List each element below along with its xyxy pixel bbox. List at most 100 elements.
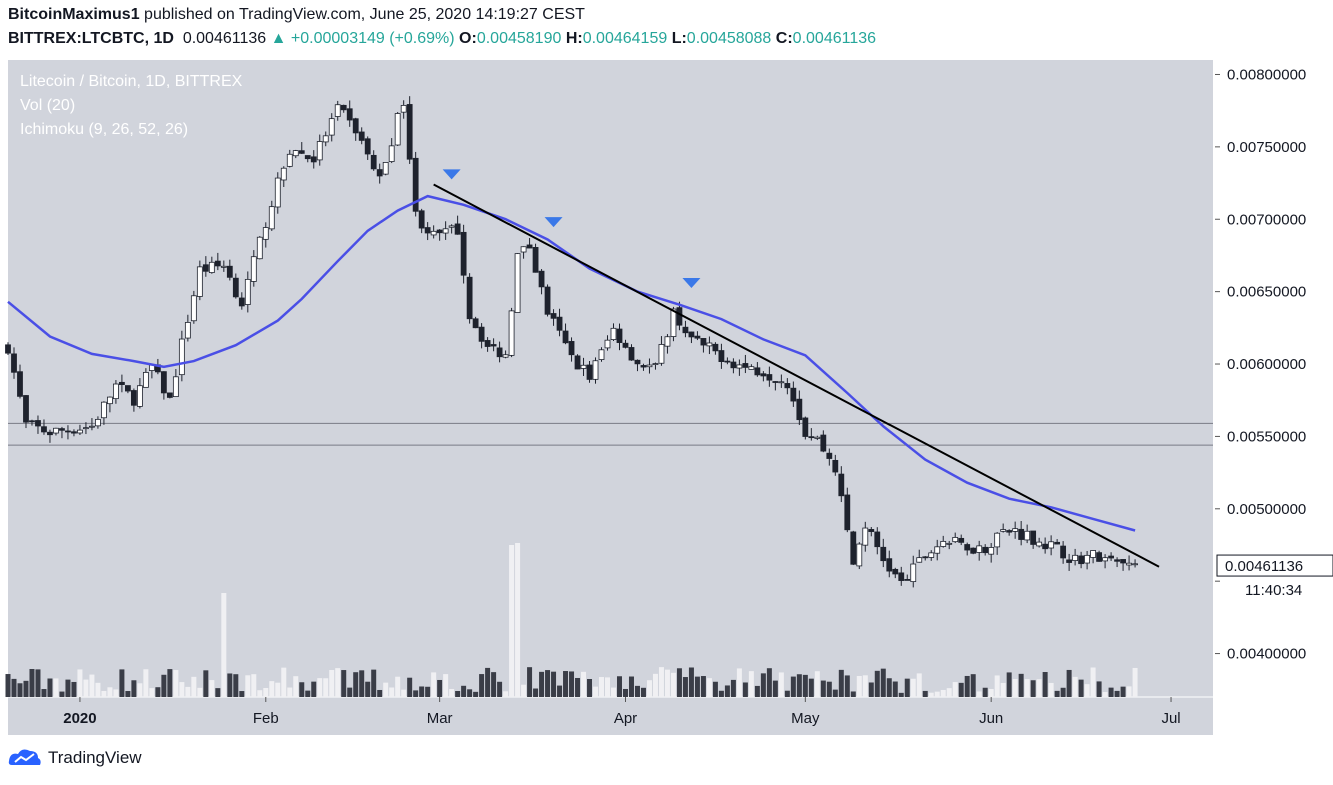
candle-body — [478, 326, 485, 342]
published-text: published on TradingView.com, June 25, 2… — [144, 6, 585, 23]
volume-bar — [551, 671, 557, 697]
volume-bar — [269, 681, 275, 697]
candle-body — [310, 156, 317, 163]
volume-bar — [233, 674, 239, 697]
y-tick-label: 0.00800000 — [1227, 66, 1306, 83]
candle-body — [47, 431, 53, 436]
volume-bar — [563, 671, 569, 697]
volume-bar — [856, 675, 862, 697]
candle-body — [77, 429, 83, 434]
volume-bar — [688, 667, 694, 697]
volume-bar — [814, 671, 820, 697]
volume-bar — [640, 687, 646, 697]
y-tick-label: 0.00400000 — [1227, 646, 1306, 663]
volume-bar — [605, 677, 611, 697]
candle-body — [940, 540, 947, 547]
candle-body — [202, 264, 209, 272]
volume-bar — [1066, 669, 1072, 697]
candle-body — [95, 418, 101, 427]
volume-bar — [407, 677, 413, 697]
volume-bar — [569, 671, 575, 697]
candle-body — [982, 546, 989, 554]
volume-bar — [425, 686, 431, 697]
candle-body — [874, 531, 881, 548]
candle-body — [496, 347, 503, 358]
volume-bar — [958, 682, 964, 697]
candle-body — [628, 347, 635, 361]
candle-body — [1030, 530, 1037, 545]
candle-body — [1042, 543, 1049, 550]
volume-bar — [419, 686, 425, 697]
candle-body — [1000, 529, 1007, 532]
volume-bar — [311, 681, 317, 697]
volume-bar — [47, 678, 53, 697]
candle-body — [119, 381, 125, 385]
candle-body — [532, 247, 539, 273]
candle-body — [1012, 528, 1019, 532]
volume-group — [5, 543, 1138, 697]
last-price-label: 0.00461136 — [1225, 558, 1303, 575]
volume-bar — [892, 681, 898, 697]
candle-body — [670, 308, 677, 337]
volume-bar — [844, 675, 850, 697]
volume-bar — [712, 681, 718, 697]
volume-bar — [1030, 680, 1036, 697]
volume-bar — [862, 675, 868, 697]
candle-body — [358, 131, 365, 141]
plot-background — [8, 60, 1213, 735]
candle-body — [304, 155, 311, 160]
volume-bar — [251, 674, 257, 697]
volume-bar — [886, 678, 892, 697]
candle-body — [934, 546, 941, 554]
candle-body — [238, 297, 245, 307]
candle-body — [113, 383, 119, 400]
candle-body — [1072, 554, 1079, 561]
candle-body — [1048, 541, 1055, 549]
volume-bar — [29, 668, 35, 697]
volume-bar — [868, 682, 874, 697]
candle-body — [898, 572, 905, 581]
volume-bar — [1126, 686, 1132, 697]
footer-brand[interactable]: TradingView — [8, 748, 142, 768]
candle-body — [340, 104, 347, 111]
volume-bar — [113, 689, 119, 697]
volume-bar — [227, 673, 233, 697]
candle-body — [23, 395, 29, 423]
price-change: +0.00003149 (+0.69%) — [290, 30, 455, 47]
candle-body — [1036, 541, 1043, 547]
volume-bar — [11, 678, 17, 697]
close-value: 0.00461136 — [792, 30, 877, 47]
candle-body — [484, 340, 491, 347]
candle-body — [550, 313, 557, 319]
high-label: H: — [565, 30, 583, 47]
candle-body — [364, 138, 371, 155]
candle-body — [700, 338, 707, 346]
author-name[interactable]: BitcoinMaximus1 — [8, 6, 140, 23]
volume-bar — [994, 675, 1000, 697]
candle-body — [544, 286, 551, 315]
volume-bar — [119, 669, 125, 697]
volume-bar — [317, 678, 323, 697]
volume-bar — [437, 679, 443, 697]
candle-body — [436, 229, 443, 234]
volume-bar — [1078, 679, 1084, 697]
candle-body — [388, 145, 395, 162]
candle-body — [35, 420, 41, 427]
volume-bar — [1102, 692, 1108, 697]
volume-bar — [910, 678, 916, 697]
candle-body — [718, 350, 725, 362]
candle-body — [406, 104, 413, 160]
publish-header: BitcoinMaximus1 published on TradingView… — [8, 6, 585, 24]
candle-body — [208, 261, 215, 273]
candle-body — [274, 177, 281, 208]
candle-body — [880, 546, 887, 562]
candle-body — [970, 547, 977, 554]
legend-volume: Vol (20) — [20, 97, 76, 114]
candle-body — [59, 428, 65, 431]
candle-body — [562, 330, 569, 344]
volume-bar — [335, 668, 341, 697]
candle-body — [640, 365, 647, 368]
volume-bar — [329, 670, 335, 697]
candle-body — [83, 427, 89, 430]
